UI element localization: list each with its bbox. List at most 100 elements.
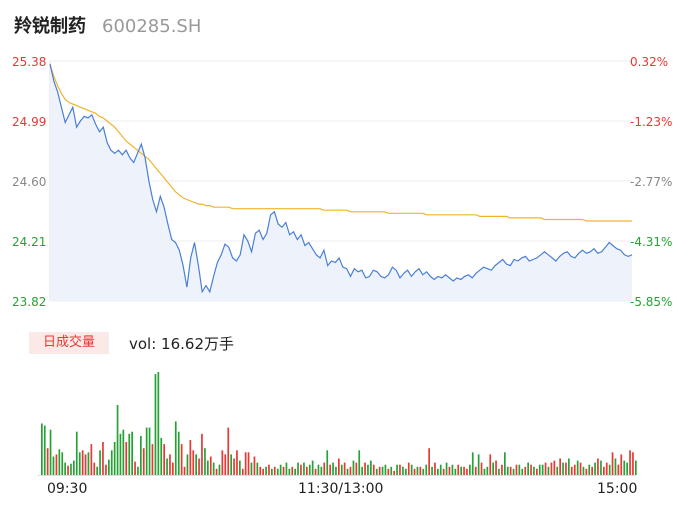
volume-bar [256,462,259,475]
volume-bar [137,466,139,475]
y-tick-label: 24.99 [12,115,47,129]
volume-bar [151,444,154,475]
volume-bar [55,454,58,475]
volume-bar [70,463,72,475]
volume-bar [64,462,66,475]
volume-bar [381,466,384,475]
volume-bar [93,462,96,475]
volume-bar [58,449,61,476]
volume-bar [541,464,544,475]
volume-bar [573,464,576,475]
x-tick-label-close: 15:00 [597,481,638,497]
volume-bar [492,462,494,475]
volume-bar [466,468,468,475]
volume-bar [384,464,387,475]
volume-bar [393,470,395,475]
volume-bar [253,456,256,475]
volume-bar [311,460,314,475]
volume-bar [110,450,113,475]
stock-name: 羚锐制药 [14,16,86,37]
volume-bar [291,466,294,475]
volume-bar [335,466,337,475]
volume-bar [457,464,460,475]
volume-bar [247,452,250,475]
volume-bar [536,468,538,475]
volume-bar [364,462,366,475]
volume-bar [244,452,247,475]
volume-bar [367,464,369,475]
volume-bar [405,468,407,475]
volume-bar [434,462,436,475]
volume-bar [125,442,128,475]
pct-tick-label: -2.77% [630,175,673,189]
volume-bar [288,468,291,475]
volume-bar [303,462,305,475]
volume-bar [439,464,442,475]
volume-bar [233,458,235,475]
volume-bar [215,468,218,475]
volume-bar [227,427,230,475]
volume-bar [236,450,238,475]
volume-bar [501,464,503,475]
volume-bar [271,468,273,475]
volume-bar [620,454,623,475]
volume-bar [140,435,142,475]
y-tick-label: 25.38 [12,55,47,69]
volume-bar [174,421,177,475]
volume-bar [375,468,378,475]
volume-bar [611,452,614,475]
price-chart [49,60,633,302]
volume-bar [49,429,52,475]
volume-bar [41,423,43,475]
volume-bar [189,440,192,475]
volume-bar [154,374,157,475]
volume-bar [108,459,110,475]
volume-bar [201,433,203,475]
volume-bar [504,452,506,475]
volume-bar [90,444,93,475]
volume-bar [268,464,270,475]
volume-bar [352,460,355,475]
volume-bar [410,464,413,475]
x-tick-label-midday: 11:30/13:00 [298,481,384,497]
volume-bar [617,464,620,475]
volume-bar [276,468,279,475]
stock-header: 羚锐制药 600285.SH [14,12,201,40]
volume-bar [285,462,288,475]
volume-bar [99,450,101,475]
pct-tick-label: -5.85% [630,295,673,309]
volume-bar [326,450,329,475]
volume-bar [346,468,349,475]
volume-bar [306,466,308,475]
volume-bar [605,462,608,475]
volume-bar [632,452,634,475]
volume-bar [343,462,346,475]
volume-bar [451,464,454,475]
volume-bar [506,466,509,475]
volume-bar [87,452,90,475]
volume-bar [230,454,232,475]
volume-bar [416,466,419,475]
volume-bar [300,464,302,475]
volume-bar [317,464,320,475]
volume-bar [629,450,631,475]
average-price-line [49,63,632,222]
volume-bar [530,464,532,475]
volume-bar [239,460,241,475]
volume-bar [145,427,148,475]
pct-tick-label: 0.32% [630,55,669,69]
volume-bar [448,466,451,475]
volume-bar [198,458,200,475]
volume-bar [559,458,561,475]
volume-bar [250,462,253,475]
volume-bar [81,450,84,475]
volume-bar [565,462,567,475]
volume-bar [521,468,524,475]
volume-bar [597,458,599,475]
volume-bar [603,466,605,475]
volume-bar [512,468,515,475]
volume-bar [469,464,471,475]
volume-bar [515,464,518,475]
volume-bar [282,466,285,475]
volume-bar [570,466,573,475]
